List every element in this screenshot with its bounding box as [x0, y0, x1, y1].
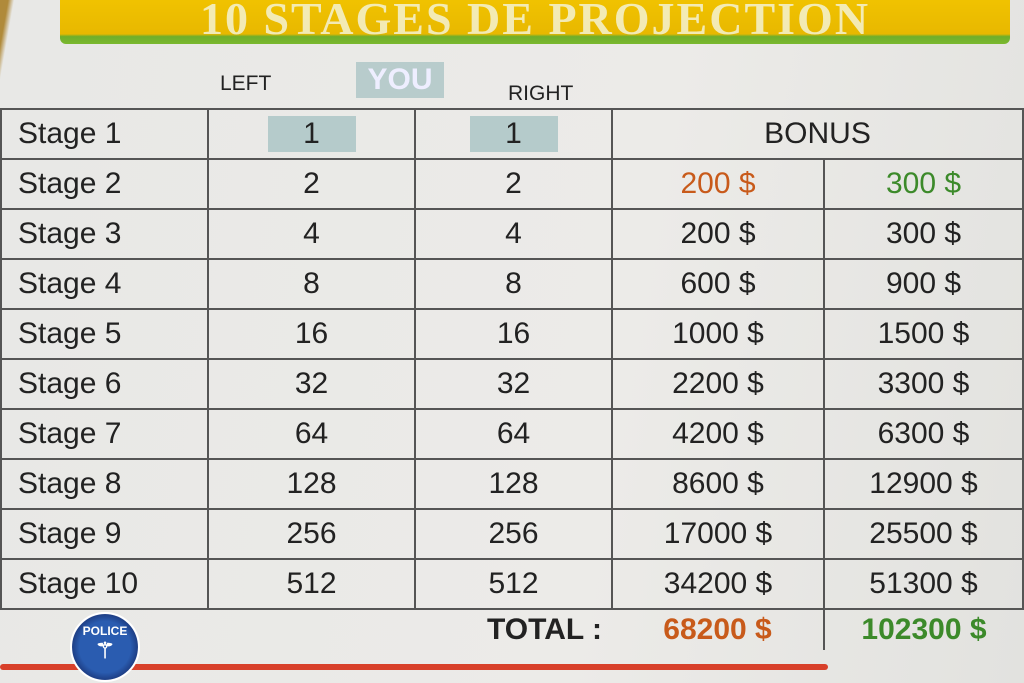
right-value: 2 — [414, 158, 613, 210]
bonus-left: 34200 $ — [611, 558, 825, 610]
bonus-header: BONUS — [611, 108, 1024, 160]
stage-label: Stage 5 — [0, 308, 209, 360]
left-value: 64 — [207, 408, 416, 460]
table-row: Stage 5 16 16 1000 $1500 $ — [0, 308, 1024, 360]
left-value: 4 — [207, 208, 416, 260]
bonus-left: 4200 $ — [611, 408, 825, 460]
table-row: Stage 4 8 8 600 $900 $ — [0, 258, 1024, 310]
table-row: Stage 1 1 1 BONUS — [0, 108, 1024, 160]
stage-label: Stage 6 — [0, 358, 209, 410]
bonus-right: 25500 $ — [823, 508, 1024, 560]
left-value: 32 — [207, 358, 416, 410]
total-bonus-left: 68200 $ — [663, 613, 772, 646]
bonus-right: 1500 $ — [823, 308, 1024, 360]
left-value: 128 — [207, 458, 416, 510]
right-value-value: 1 — [469, 116, 558, 152]
table-row: Stage 6 32 32 2200 $3300 $ — [0, 358, 1024, 410]
table-row: Stage 9 256 256 17000 $25500 $ — [0, 508, 1024, 560]
table-row: Stage 8 128 128 8600 $12900 $ — [0, 458, 1024, 510]
stage-label: Stage 1 — [0, 108, 209, 160]
right-value: 16 — [414, 308, 613, 360]
header-right: RIGHT — [508, 82, 574, 105]
stage-label: Stage 10 — [0, 558, 209, 610]
bonus-left: 200 $ — [611, 158, 825, 210]
table-row: Stage 10 512 512 34200 $51300 $ — [0, 558, 1024, 610]
left-value: 1 — [207, 108, 416, 160]
left-value: 256 — [207, 508, 416, 560]
bonus-left: 600 $ — [611, 258, 825, 310]
right-value: 64 — [414, 408, 613, 460]
table-row: Stage 2 2 2 200 $300 $ — [0, 158, 1024, 210]
right-value: 1 — [414, 108, 613, 160]
right-value: 4 — [414, 208, 613, 260]
police-logo: POLICE ⚚ — [70, 612, 140, 682]
bonus-left: 8600 $ — [611, 458, 825, 510]
bonus-right: 51300 $ — [823, 558, 1024, 610]
left-value: 8 — [207, 258, 416, 310]
header-left: LEFT — [220, 72, 272, 95]
left-value: 16 — [207, 308, 416, 360]
right-value: 256 — [414, 508, 613, 560]
right-value: 128 — [414, 458, 613, 510]
stage-label: Stage 3 — [0, 208, 209, 260]
stages-table: Stage 1 1 1 BONUS Stage 2 2 2 200 $300 $ Stage 3… — [0, 108, 1024, 650]
caduceus-icon: ⚚ — [95, 638, 115, 663]
bonus-right: 3300 $ — [823, 358, 1024, 410]
title-banner: 10 STAGES DE PROJECTION — [60, 0, 1010, 44]
stage-label: Stage 7 — [0, 408, 209, 460]
police-logo-text: POLICE — [82, 624, 128, 638]
red-underline — [0, 664, 828, 670]
table-row: Stage 3 4 4 200 $300 $ — [0, 208, 1024, 260]
bonus-left: 1000 $ — [611, 308, 825, 360]
right-value: 32 — [414, 358, 613, 410]
left-value: 2 — [207, 158, 416, 210]
stage-label: Stage 2 — [0, 158, 209, 210]
bonus-right: 12900 $ — [823, 458, 1024, 510]
bonus-right: 900 $ — [823, 258, 1024, 310]
left-value: 512 — [207, 558, 416, 610]
left-value-value: 1 — [267, 116, 356, 152]
table-row: Stage 7 64 64 4200 $6300 $ — [0, 408, 1024, 460]
header-you: YOU — [356, 62, 444, 98]
total-bonus-right: 102300 $ — [823, 609, 1023, 650]
bonus-right: 6300 $ — [823, 408, 1024, 460]
bonus-left: 2200 $ — [611, 358, 825, 410]
bonus-left: 200 $ — [611, 208, 825, 260]
total-label: TOTAL : — [487, 613, 602, 646]
stage-label: Stage 8 — [0, 458, 209, 510]
bonus-right: 300 $ — [823, 208, 1024, 260]
total-row: TOTAL : 68200 $ 102300 $ — [1, 609, 1023, 650]
right-value: 8 — [414, 258, 613, 310]
bonus-right: 300 $ — [823, 158, 1024, 210]
bonus-left: 17000 $ — [611, 508, 825, 560]
page-title: 10 STAGES DE PROJECTION — [199, 0, 871, 44]
stage-label: Stage 9 — [0, 508, 209, 560]
right-value: 512 — [414, 558, 613, 610]
stage-label: Stage 4 — [0, 258, 209, 310]
